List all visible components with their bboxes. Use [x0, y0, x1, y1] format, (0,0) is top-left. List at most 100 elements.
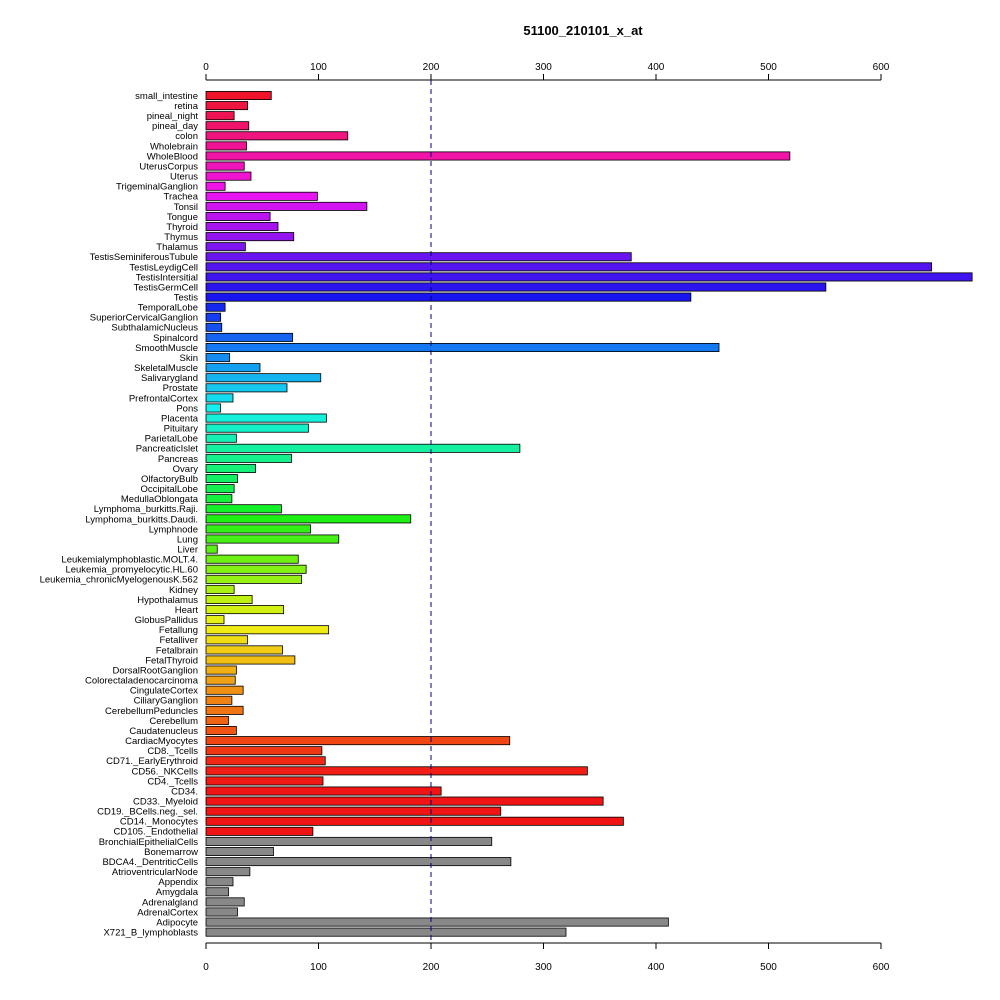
top-tick-label-1: 100 [310, 62, 327, 73]
category-label-25: SmoothMuscle [135, 343, 198, 354]
bottom-tick-label-2: 200 [423, 962, 440, 973]
bottom-tick-label-5: 500 [760, 962, 777, 973]
category-label-15: Thalamus [156, 242, 198, 253]
category-label-56: FetalThyroid [145, 655, 198, 666]
bar-9 [205, 181, 226, 191]
bar-35 [205, 443, 521, 453]
bar-66 [205, 756, 326, 766]
top-tick-label-4: 400 [648, 62, 665, 73]
bar-59 [205, 685, 244, 695]
category-label-31: Pons [176, 403, 198, 414]
bar-70 [205, 796, 604, 806]
category-label-69: CD34. [171, 786, 198, 797]
category-label-12: Tongue [167, 212, 198, 223]
bar-12 [205, 211, 271, 221]
bar-54 [205, 635, 249, 645]
bar-61 [205, 705, 244, 715]
category-label-57: DorsalRootGanglion [112, 665, 198, 676]
top-tick-label-0: 0 [203, 62, 209, 73]
top-tick-label-6: 600 [873, 62, 890, 73]
category-label-39: OccipitalLobe [140, 484, 198, 495]
bar-22 [205, 312, 222, 322]
category-label-80: Adrenalgland [142, 897, 198, 908]
category-label-60: CiliaryGanglion [134, 696, 198, 707]
category-label-44: Lung [177, 534, 198, 545]
category-label-29: Prostate [163, 383, 198, 394]
bar-63 [205, 726, 237, 736]
category-label-71: CD19._BCells.neg._sel. [97, 807, 198, 818]
category-label-78: Appendix [158, 877, 198, 888]
category-label-48: Leukemia_chronicMyelogenousK.562 [40, 575, 198, 586]
bar-77 [205, 867, 251, 877]
bar-23 [205, 322, 223, 332]
category-label-19: TestisGermCell [134, 282, 198, 293]
bar-72 [205, 816, 624, 826]
bars [205, 91, 973, 937]
category-label-43: Lymphnode [149, 524, 198, 535]
category-label-47: Leukemia_promyelocytic.HL.60 [65, 565, 198, 576]
bar-69 [205, 786, 442, 796]
bottom-tick-label-3: 300 [535, 962, 552, 973]
bar-8 [205, 171, 252, 181]
bar-68 [205, 776, 324, 786]
bar-17 [205, 262, 933, 272]
bar-44 [205, 534, 340, 544]
bottom-axis: 0 100 200 300 400 500 600 [203, 942, 890, 973]
bar-14 [205, 232, 295, 242]
bar-82 [205, 917, 669, 927]
top-tick-label-3: 300 [535, 62, 552, 73]
category-label-52: GlobusPallidus [135, 615, 199, 626]
category-label-32: Placenta [161, 413, 199, 424]
category-label-70: CD33._Myeloid [133, 797, 198, 808]
category-label-81: AdrenalCortex [137, 907, 198, 918]
bar-25 [205, 342, 720, 352]
category-label-5: Wholebrain [150, 141, 198, 152]
bottom-tick-label-4: 400 [648, 962, 665, 973]
category-label-24: Spinalcord [153, 333, 198, 344]
category-label-77: AtrioventricularNode [112, 867, 198, 878]
category-label-46: Leukemialymphoblastic.MOLT.4. [61, 555, 198, 566]
bar-32 [205, 413, 327, 423]
bar-65 [205, 746, 323, 756]
category-label-51: Heart [175, 605, 199, 616]
bar-27 [205, 363, 261, 373]
bar-6 [205, 151, 791, 161]
bar-83 [205, 927, 567, 937]
category-label-58: Colorectaladenocarcinoma [85, 676, 199, 687]
bar-37 [205, 463, 256, 473]
category-label-45: Liver [177, 545, 198, 556]
category-label-66: CD71._EarlyErythroid [106, 756, 198, 767]
category-label-75: Bonemarrow [144, 847, 198, 858]
category-label-22: SuperiorCervicalGanglion [90, 313, 198, 324]
bar-55 [205, 645, 283, 655]
category-label-82: Adipocyte [156, 917, 198, 928]
category-label-17: TestisLeydigCell [129, 262, 198, 273]
bar-10 [205, 191, 318, 201]
category-label-3: pineal_day [152, 121, 198, 132]
category-label-23: SubthalamicNucleus [111, 323, 198, 334]
bar-13 [205, 222, 279, 232]
bar-4 [205, 131, 349, 141]
category-label-26: Skin [180, 353, 198, 364]
category-label-7: UterusCorpus [139, 161, 198, 172]
category-label-63: Caudatenucleus [129, 726, 198, 737]
bar-74 [205, 836, 493, 846]
top-tick-label-2: 200 [423, 62, 440, 73]
bar-46 [205, 554, 299, 564]
bar-58 [205, 675, 236, 685]
bar-51 [205, 605, 285, 615]
category-label-6: WholeBlood [147, 151, 198, 162]
category-label-67: CD56._NKCells [131, 766, 198, 777]
bar-0 [205, 91, 272, 101]
category-label-30: PrefrontalCortex [129, 393, 198, 404]
bar-64 [205, 736, 511, 746]
category-label-8: Uterus [170, 172, 198, 183]
category-label-9: TrigeminalGanglion [116, 182, 198, 193]
bottom-tick-label-1: 100 [310, 962, 327, 973]
category-label-38: OlfactoryBulb [141, 474, 198, 485]
bar-34 [205, 433, 237, 443]
bar-80 [205, 897, 245, 907]
category-label-21: TemporalLobe [138, 303, 198, 314]
category-labels: small_intestineretinapineal_nightpineal_… [40, 91, 199, 939]
